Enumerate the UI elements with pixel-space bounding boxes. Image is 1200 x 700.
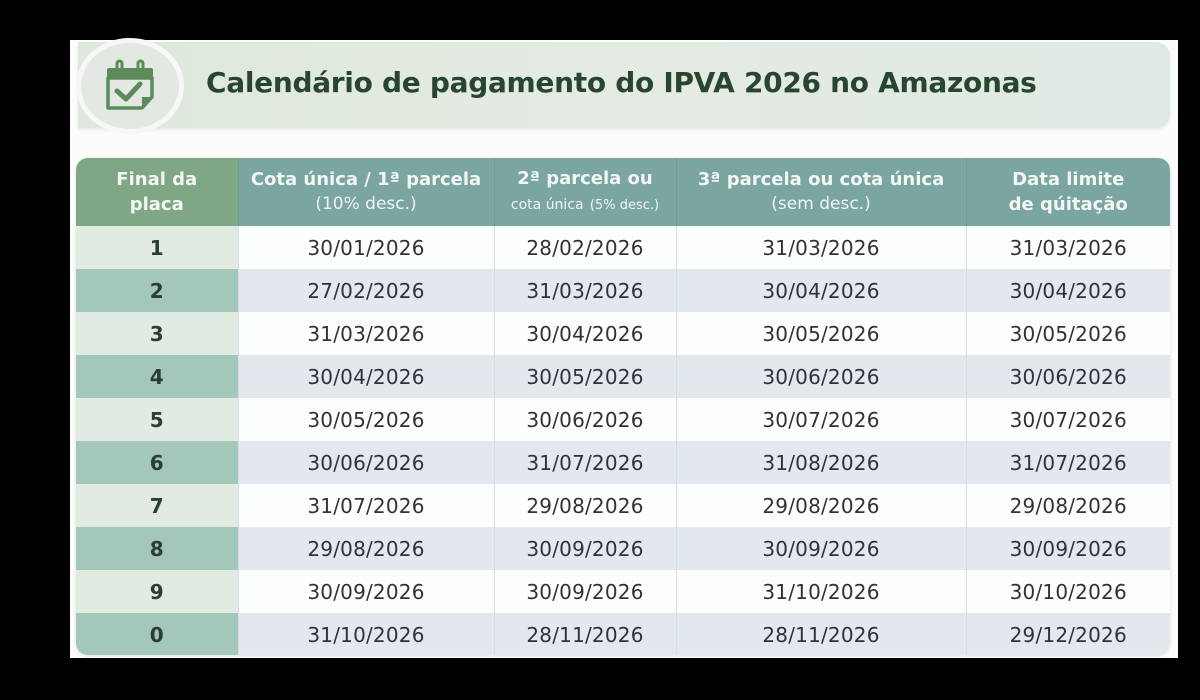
ipva-schedule-table: Final da placa Cota única / 1ª parcela (… — [76, 158, 1170, 655]
cell-data-limite: 30/07/2026 — [966, 398, 1170, 441]
title-banner: Calendário de pagamento do IPVA 2026 no … — [76, 38, 1170, 134]
column-header-cota-unica-1a-parcela: Cota única / 1ª parcela (10% desc.) — [238, 158, 495, 226]
column-header-final-placa: Final da placa — [76, 158, 239, 226]
cell-final-placa: 6 — [76, 441, 239, 484]
table-row: 0 31/10/2026 28/11/2026 28/11/2026 29/12… — [76, 613, 1170, 655]
cell-3a-parcela: 30/05/2026 — [676, 312, 967, 355]
table-row: 9 30/09/2026 30/09/2026 31/10/2026 30/10… — [76, 570, 1170, 613]
table-row: 1 30/01/2026 28/02/2026 31/03/2026 31/03… — [76, 226, 1170, 269]
cell-3a-parcela: 30/07/2026 — [676, 398, 967, 441]
cell-2a-parcela: 31/03/2026 — [494, 269, 677, 312]
cell-cota-unica: 29/08/2026 — [238, 527, 495, 570]
cell-cota-unica: 27/02/2026 — [238, 269, 495, 312]
calendar-check-icon — [106, 59, 154, 110]
cell-final-placa: 2 — [76, 269, 239, 312]
cell-2a-parcela: 29/08/2026 — [494, 484, 677, 527]
cell-final-placa: 4 — [76, 355, 239, 398]
cell-2a-parcela: 30/06/2026 — [494, 398, 677, 441]
cell-data-limite: 30/09/2026 — [966, 527, 1170, 570]
column-header-data-limite: Data limite de qúitação — [966, 158, 1170, 226]
cell-data-limite: 29/08/2026 — [966, 484, 1170, 527]
cell-data-limite: 29/12/2026 — [966, 613, 1170, 655]
cell-3a-parcela: 31/03/2026 — [676, 226, 967, 269]
column-header-3a-parcela: 3ª parcela ou cota única (sem desc.) — [676, 158, 967, 226]
table-row: 6 30/06/2026 31/07/2026 31/08/2026 31/07… — [76, 441, 1170, 484]
cell-3a-parcela: 30/09/2026 — [676, 527, 967, 570]
cell-cota-unica: 30/06/2026 — [238, 441, 495, 484]
table-row: 7 31/07/2026 29/08/2026 29/08/2026 29/08… — [76, 484, 1170, 527]
cell-cota-unica: 31/10/2026 — [238, 613, 495, 655]
cell-final-placa: 5 — [76, 398, 239, 441]
table-header-row: Final da placa Cota única / 1ª parcela (… — [76, 158, 1170, 226]
column-header-2a-parcela: 2ª parcela ou cota única (5% desc.) — [494, 158, 677, 226]
cell-3a-parcela: 28/11/2026 — [676, 613, 967, 655]
cell-final-placa: 3 — [76, 312, 239, 355]
cell-3a-parcela: 31/08/2026 — [676, 441, 967, 484]
table-row: 2 27/02/2026 31/03/2026 30/04/2026 30/04… — [76, 269, 1170, 312]
cell-2a-parcela: 30/05/2026 — [494, 355, 677, 398]
cell-final-placa: 1 — [76, 226, 239, 269]
cell-data-limite: 30/04/2026 — [966, 269, 1170, 312]
cell-final-placa: 0 — [76, 613, 239, 655]
cell-data-limite: 31/07/2026 — [966, 441, 1170, 484]
cell-data-limite: 30/10/2026 — [966, 570, 1170, 613]
cell-cota-unica: 30/04/2026 — [238, 355, 495, 398]
cell-data-limite: 30/05/2026 — [966, 312, 1170, 355]
table-row: 5 30/05/2026 30/06/2026 30/07/2026 30/07… — [76, 398, 1170, 441]
cell-final-placa: 7 — [76, 484, 239, 527]
page-title: Calendário de pagamento do IPVA 2026 no … — [206, 66, 1037, 99]
cell-cota-unica: 30/05/2026 — [238, 398, 495, 441]
table-row: 3 31/03/2026 30/04/2026 30/05/2026 30/05… — [76, 312, 1170, 355]
cell-cota-unica: 30/09/2026 — [238, 570, 495, 613]
cell-3a-parcela: 31/10/2026 — [676, 570, 967, 613]
cell-2a-parcela: 28/11/2026 — [494, 613, 677, 655]
cell-3a-parcela: 30/04/2026 — [676, 269, 967, 312]
cell-cota-unica: 30/01/2026 — [238, 226, 495, 269]
table-row: 8 29/08/2026 30/09/2026 30/09/2026 30/09… — [76, 527, 1170, 570]
cell-2a-parcela: 28/02/2026 — [494, 226, 677, 269]
cell-data-limite: 30/06/2026 — [966, 355, 1170, 398]
icon-badge — [76, 38, 184, 134]
cell-2a-parcela: 31/07/2026 — [494, 441, 677, 484]
cell-3a-parcela: 29/08/2026 — [676, 484, 967, 527]
cell-data-limite: 31/03/2026 — [966, 226, 1170, 269]
cell-cota-unica: 31/07/2026 — [238, 484, 495, 527]
cell-2a-parcela: 30/09/2026 — [494, 527, 677, 570]
cell-2a-parcela: 30/09/2026 — [494, 570, 677, 613]
cell-final-placa: 9 — [76, 570, 239, 613]
cell-2a-parcela: 30/04/2026 — [494, 312, 677, 355]
cell-3a-parcela: 30/06/2026 — [676, 355, 967, 398]
infographic-canvas: Calendário de pagamento do IPVA 2026 no … — [70, 38, 1178, 658]
cell-cota-unica: 31/03/2026 — [238, 312, 495, 355]
table-row: 4 30/04/2026 30/05/2026 30/06/2026 30/06… — [76, 355, 1170, 398]
cell-final-placa: 8 — [76, 527, 239, 570]
